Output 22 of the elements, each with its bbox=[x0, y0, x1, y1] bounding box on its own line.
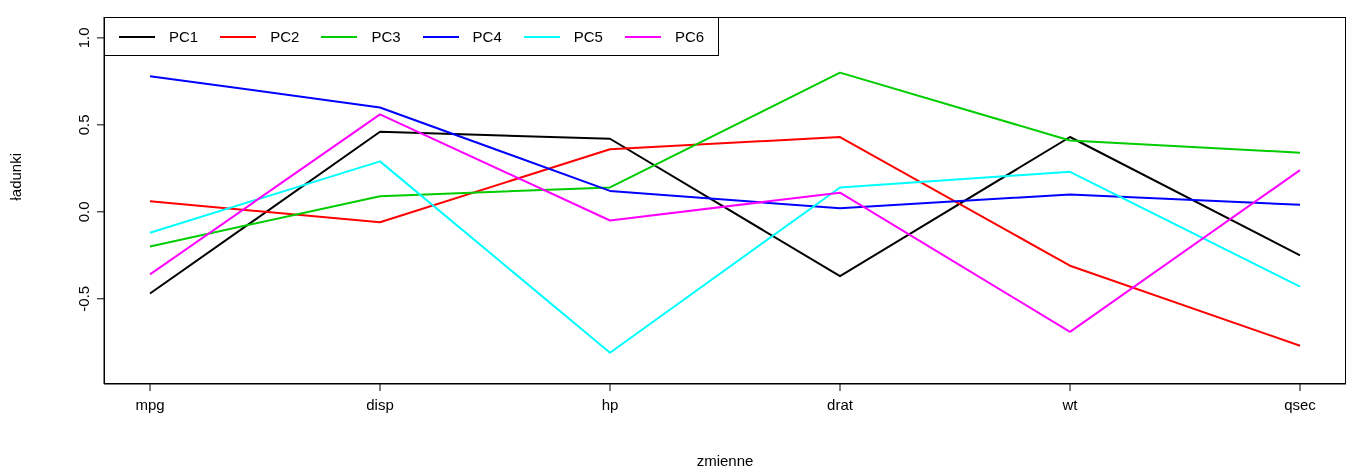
y-axis-title: ładunki bbox=[7, 152, 25, 201]
x-tick-label: disp bbox=[366, 395, 394, 413]
legend-label: PC5 bbox=[573, 28, 603, 45]
y-tick-label: -0.5 bbox=[75, 285, 92, 312]
x-tick-label: mpg bbox=[135, 395, 165, 413]
legend-label: PC1 bbox=[169, 28, 199, 45]
y-tick-label: 0.0 bbox=[75, 201, 92, 223]
legend-label: PC2 bbox=[270, 28, 300, 45]
legend-label: PC4 bbox=[472, 28, 502, 45]
line-series bbox=[149, 113, 1301, 333]
line-series bbox=[149, 71, 1301, 248]
x-tick-label: wt bbox=[1061, 395, 1079, 413]
line-series bbox=[149, 75, 1301, 210]
x-axis-title: zmienne bbox=[696, 452, 754, 469]
y-tick-label: 0.5 bbox=[75, 114, 92, 136]
line-series bbox=[149, 130, 1301, 295]
x-tick-label: drat bbox=[827, 395, 854, 413]
x-tick-label: hp bbox=[601, 395, 619, 413]
y-tick-label: 1.0 bbox=[75, 27, 92, 49]
legend-label: PC3 bbox=[371, 28, 401, 45]
x-tick-label: qsec bbox=[1284, 395, 1317, 413]
legend-label: PC6 bbox=[674, 28, 705, 45]
